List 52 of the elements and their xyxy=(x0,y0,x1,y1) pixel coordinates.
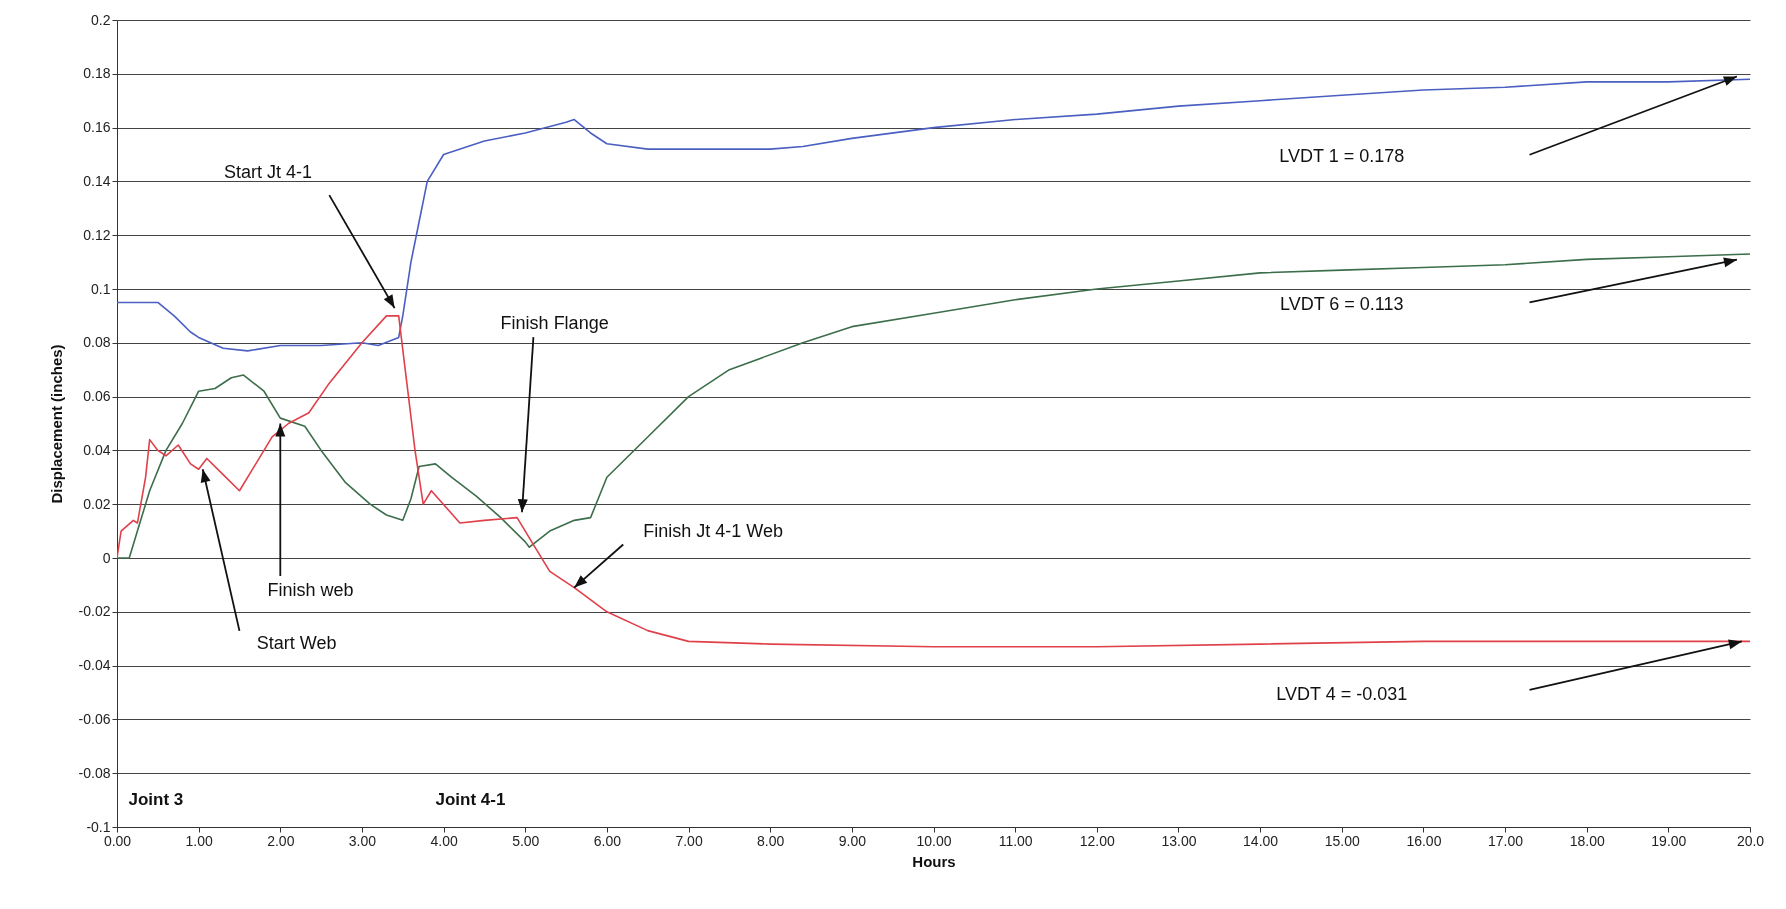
y-tick-label: 0.08 xyxy=(83,334,111,351)
line-series xyxy=(117,315,1750,648)
y-tick-label: 0.18 xyxy=(83,65,111,82)
y-tick-label: 0.02 xyxy=(83,495,111,512)
annotation: Start Web xyxy=(256,632,337,653)
annotation: LVDT 4 = -0.031 xyxy=(1276,684,1408,705)
x-tick-label: 0.00 xyxy=(103,832,132,849)
y-tick-label: -0.06 xyxy=(78,710,111,727)
x-tick-label: 8.00 xyxy=(757,832,785,849)
x-tick-label: 15.00 xyxy=(1324,832,1360,849)
y-tick-label: 0.16 xyxy=(83,119,111,136)
y-tick-label: -0.02 xyxy=(78,603,111,620)
annotation: Finish web xyxy=(267,579,354,600)
x-tick-label: 3.00 xyxy=(348,832,377,849)
annotation: Start Jt 4-1 xyxy=(224,162,313,183)
x-tick-label: 17.00 xyxy=(1488,832,1524,849)
x-tick-label: 10.00 xyxy=(916,832,952,849)
annotation: Finish Jt 4-1 Web xyxy=(643,520,783,541)
annotation: LVDT 1 = 0.178 xyxy=(1279,146,1405,167)
x-tick-label: 18.00 xyxy=(1569,832,1605,849)
x-tick-label: 4.00 xyxy=(430,832,458,849)
x-tick-label: 1.00 xyxy=(185,832,213,849)
annotation: Joint 3 xyxy=(128,790,184,810)
x-tick-label: 9.00 xyxy=(838,832,867,849)
x-tick-label: 6.00 xyxy=(593,832,622,849)
x-tick-label: 13.00 xyxy=(1161,832,1197,849)
annotation: LVDT 6 = 0.113 xyxy=(1279,293,1404,314)
x-tick-label: 5.00 xyxy=(512,832,540,849)
y-tick-label: 0.12 xyxy=(83,226,111,243)
x-tick-label: 16.00 xyxy=(1406,832,1442,849)
x-tick-label: 7.00 xyxy=(675,832,703,849)
y-tick-label: -0.1 xyxy=(86,818,111,835)
x-tick-label: 20.0 xyxy=(1736,832,1765,849)
y-tick-label: -0.08 xyxy=(78,764,111,781)
y-axis-title: Displacement (inches) xyxy=(47,344,65,504)
x-tick-label: 19.00 xyxy=(1651,832,1687,849)
x-tick-label: 14.00 xyxy=(1243,832,1279,849)
annotation: Joint 4-1 xyxy=(435,790,506,810)
x-tick-label: 11.00 xyxy=(998,832,1033,849)
x-tick-label: 2.00 xyxy=(267,832,295,849)
y-tick-label: 0.14 xyxy=(83,172,111,189)
y-tick-label: 0.06 xyxy=(83,388,111,405)
y-tick-label: 0.1 xyxy=(91,280,111,297)
x-tick-label: 12.00 xyxy=(1079,832,1116,849)
x-axis-title: Hours xyxy=(912,852,956,870)
line-series xyxy=(117,78,1750,352)
annotation: Finish Flange xyxy=(500,313,609,334)
y-tick-label: -0.04 xyxy=(78,657,111,674)
y-tick-label: 0.2 xyxy=(91,11,111,28)
line-series xyxy=(117,253,1750,559)
y-tick-label: 0 xyxy=(102,549,111,566)
y-tick-label: 0.04 xyxy=(83,441,111,458)
